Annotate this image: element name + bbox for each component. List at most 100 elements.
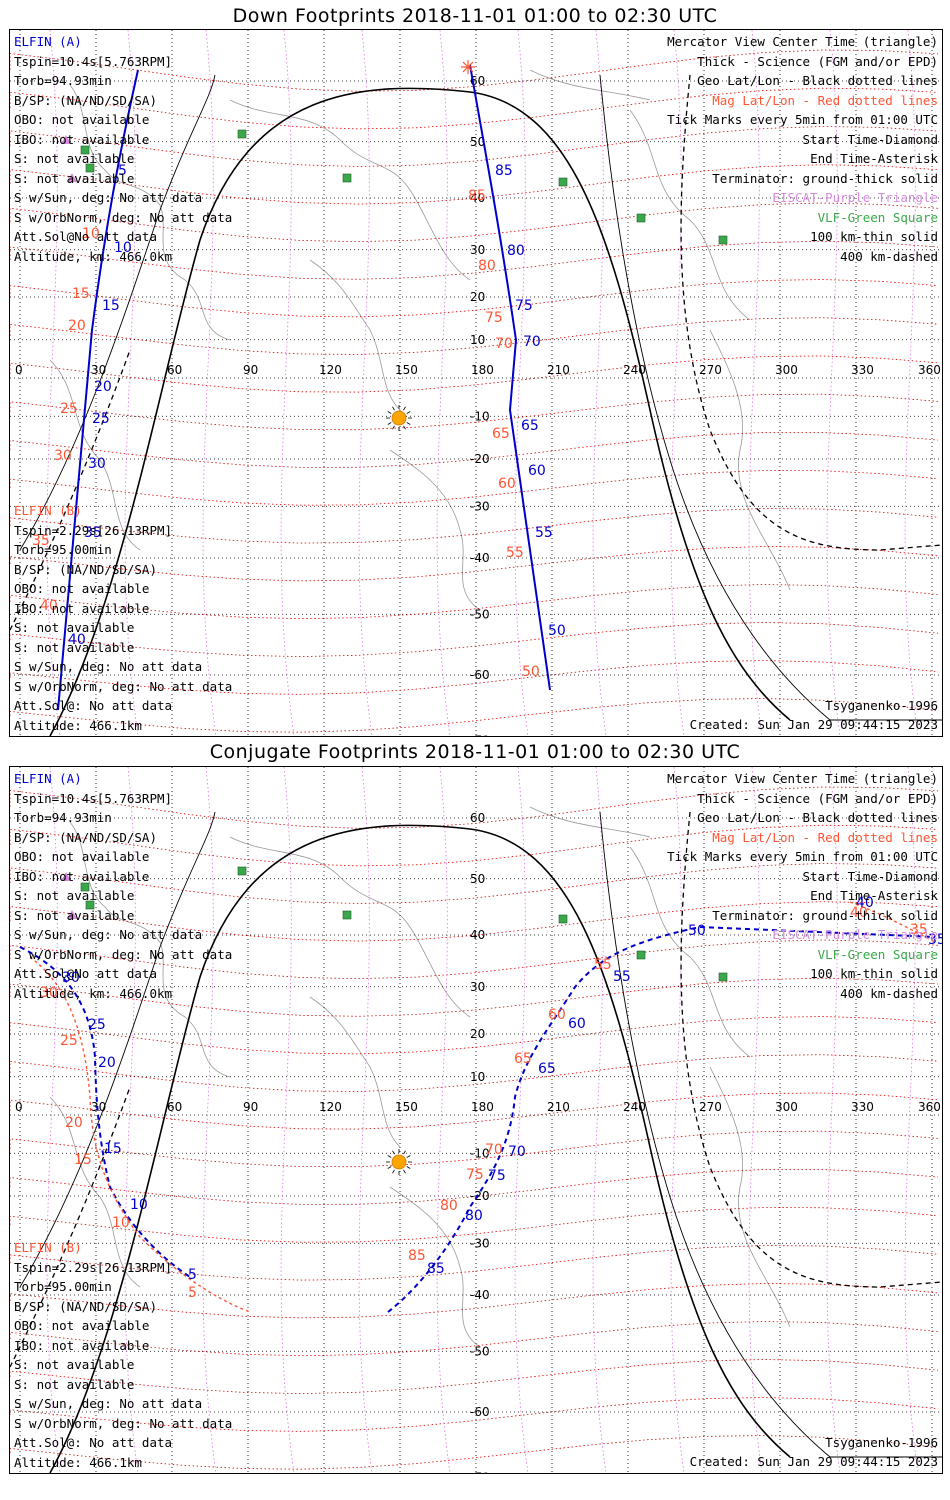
elfin-a-tick-label: 10	[130, 1197, 148, 1213]
elfin-a-tick-label: 85	[495, 163, 513, 179]
sun-ray	[387, 422, 392, 425]
elfin-b-tick-label: 10	[82, 226, 100, 242]
map-canvas: 0 30 60 90 120 150 180 210 240 270 300 330 360 70 60 50…	[10, 30, 942, 736]
lon-tick-label: 60	[167, 1100, 182, 1114]
info-line: Altitude, km: 466.0km	[14, 985, 173, 1001]
elfin-a-tick-label: 65	[538, 1061, 556, 1077]
elfin-a-tick-label: 40	[856, 895, 874, 911]
coast-outline	[629, 109, 751, 321]
info-line: Tspin=10.4s[5.763RPM]	[14, 53, 173, 69]
coast-outline	[309, 996, 401, 1148]
map-canvas: 0 30 60 90 120 150 180 210 240 270 300 330 360 70 60 50…	[10, 767, 942, 1473]
info-line: S w/OrbNorm, deg: No att data	[14, 946, 233, 962]
square-marker	[85, 163, 95, 173]
triangle-marker	[61, 135, 71, 144]
terminator-100km	[599, 74, 942, 721]
sun-ray	[392, 425, 395, 430]
lat-tick-label: -20	[470, 1189, 490, 1203]
elfin-a-tick-label: 50	[548, 623, 566, 639]
info-line: S w/OrbNorm, deg: No att data	[14, 209, 233, 225]
lat-tick-label: 40	[470, 928, 485, 942]
square-marker	[342, 910, 352, 920]
lon-tick-label: 30	[91, 1100, 106, 1114]
info-line: ELFIN (B)	[14, 1240, 82, 1255]
info-line: Mag Lat/Lon - Red dotted lines	[712, 829, 938, 845]
info-line: 400 km-dashed	[840, 985, 938, 1001]
info-line: S w/OrbNorm, deg: No att data	[14, 1415, 233, 1431]
lon-tick-label: 120	[319, 1100, 342, 1114]
sun-disc	[391, 410, 407, 426]
info-line: IBO: not available	[14, 868, 150, 884]
info-line: OBO: not available	[14, 849, 150, 864]
square-marker	[342, 173, 352, 183]
coastlines	[49, 69, 791, 611]
info-line: Tspin=2.29s[26.13RPM]	[14, 522, 173, 538]
lon-tick-label: 90	[243, 363, 258, 377]
mag-meridians	[46, 30, 919, 736]
elfin-b-tick-label: 50	[522, 664, 540, 680]
lat-tick-label: 20	[470, 1027, 485, 1041]
elfin-b-tick-label: 20	[65, 1115, 83, 1131]
coast-outline	[49, 1096, 141, 1288]
info-line: B/SP: (NA/ND/SD/SA)	[14, 829, 157, 845]
square-marker	[80, 145, 90, 155]
info-line: S: not available	[14, 151, 135, 166]
info-line: Tick Marks every 5min from 01:00 UTC	[667, 112, 938, 127]
info-line: Torb=95.00min	[14, 1279, 112, 1294]
mag-meridian	[46, 767, 61, 1473]
info-line: Torb=94.93min	[14, 810, 112, 825]
triangle-marker	[67, 910, 77, 919]
mag-parallel	[10, 863, 939, 904]
map-legend: Mercator View Center Time (triangle) Thic…	[667, 32, 938, 266]
elfin-a-tick-label: 60	[568, 1016, 586, 1032]
square-marker	[558, 914, 568, 924]
elfin-a-tick-label: 65	[521, 418, 539, 434]
mag-parallel	[10, 279, 939, 318]
info-line: EISCAT-Purple Triangle	[772, 190, 938, 205]
elfin-b-tick-label: 5	[188, 1285, 197, 1301]
elfin-b-info: ELFIN (B) Tspin=2.29s[26.13RPM] Torb=95.00…	[14, 1238, 232, 1472]
mag-meridian	[592, 767, 607, 1473]
sun-ray	[403, 406, 406, 411]
lat-tick-label: -20	[470, 452, 490, 466]
lon-tick-label: 270	[699, 363, 722, 377]
info-line: S w/Sun, deg: No att data	[14, 659, 203, 674]
mag-meridian	[280, 30, 295, 736]
elfin-b-info: ELFIN (B) Tspin=2.29s[26.13RPM] Torb=95.00…	[14, 501, 232, 735]
info-line: Altitude, km: 466.0km	[14, 248, 173, 264]
terminator-ground	[49, 824, 791, 1473]
info-line: 400 km-dashed	[840, 248, 938, 264]
info-line: OBO: not available	[14, 112, 150, 127]
lat-tick-label: 60	[470, 811, 485, 825]
info-line: IBO: not available	[14, 600, 150, 616]
coast-outline	[709, 1066, 791, 1328]
elfin-b-tick-label: 30	[40, 985, 58, 1001]
lat-tick-label: 50	[470, 135, 485, 149]
lat-tick-label: 10	[470, 333, 485, 347]
sun-ray	[387, 1166, 392, 1169]
elfin-a-tick-label: 15	[102, 298, 120, 314]
info-line: Att.Sol@No att data	[14, 966, 157, 981]
info-line: Altitude: 466.1km	[14, 717, 142, 733]
lat-tick-label: -40	[470, 551, 490, 565]
sun-ray	[392, 406, 395, 411]
elfin-b-tick-label: 25	[60, 1033, 78, 1049]
mag-parallel	[10, 977, 939, 1017]
info-line: S w/Sun, deg: No att data	[14, 190, 203, 205]
elfin-a-tick-label: 10	[114, 240, 132, 256]
mag-parallel	[10, 393, 939, 431]
elfin-a-tick-label: 25	[88, 1017, 106, 1033]
elfin-b-tick-label: 75	[485, 310, 503, 326]
info-line: Altitude: 466.1km	[14, 1454, 142, 1470]
mag-meridian	[124, 767, 139, 1473]
lon-tick-label: 360	[918, 1100, 941, 1114]
mag-parallel	[10, 1130, 939, 1168]
lon-tick-label: 210	[547, 363, 570, 377]
elfin-b-tick-label: 60	[548, 1007, 566, 1023]
vlf-stations	[80, 129, 728, 245]
mag-parallel	[10, 1435, 939, 1470]
sun-ray	[406, 1155, 411, 1158]
elfin-b-tick-label: 60	[498, 476, 516, 492]
elfin-a-tick-label: 15	[104, 1141, 122, 1157]
terminator-100km	[19, 74, 216, 551]
